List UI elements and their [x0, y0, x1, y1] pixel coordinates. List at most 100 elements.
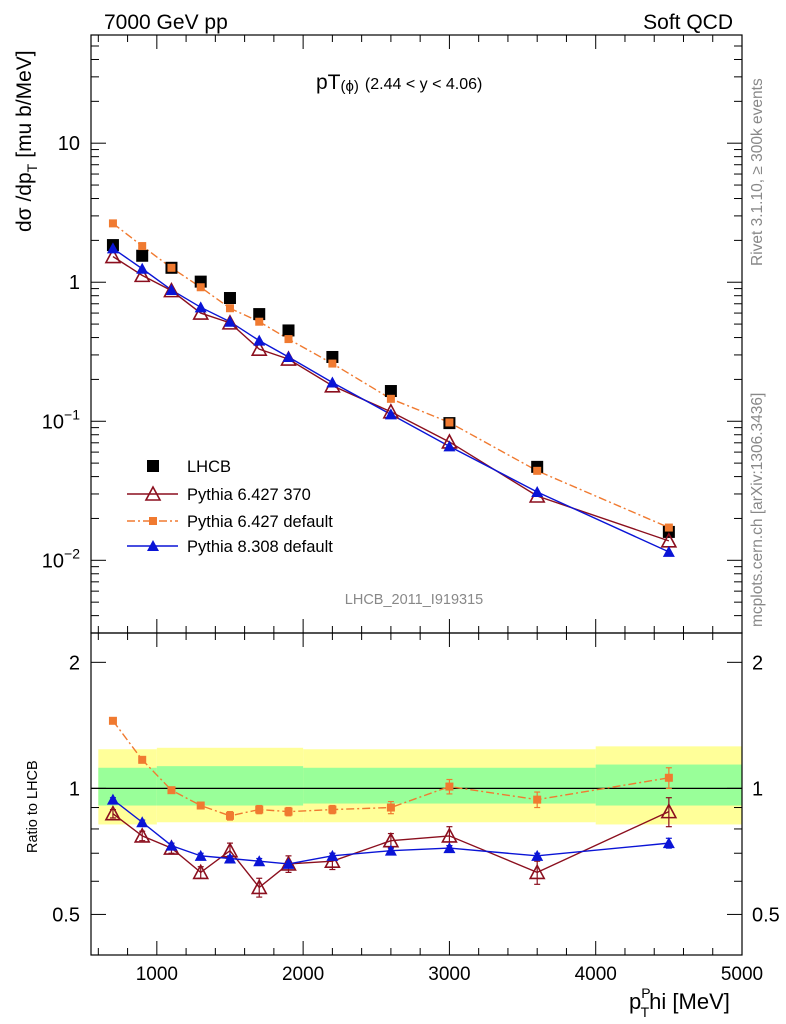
main-y-tick-label: 10−1 — [42, 406, 80, 433]
main-point-py6_370 — [133, 266, 151, 283]
legend-entry-py6_370: Pythia 6.427 370 — [127, 485, 311, 504]
x-axis-label: pP Thi [MeV] — [629, 985, 730, 1020]
ratio-point-py6_370 — [192, 863, 210, 880]
main-point-py6_default — [328, 359, 337, 368]
ratio-band-inner-0 — [98, 767, 157, 806]
ratio-point-py6_default — [167, 786, 176, 795]
ratio-point-py8 — [253, 855, 266, 867]
ratio-point-py8 — [662, 837, 675, 849]
ratio-point-py8 — [165, 839, 178, 851]
ratio-point-py6_370 — [133, 827, 151, 843]
lhcb-point — [384, 385, 397, 398]
ratio-point-py8 — [282, 857, 295, 869]
ratio-band-inner-1 — [156, 766, 304, 806]
ratio-point-py6_370 — [104, 805, 122, 821]
mcplots-label: mcplots.cern.ch [arXiv:1306.3436] — [749, 393, 766, 627]
ratio-point-py8 — [136, 816, 149, 828]
main-line-py8 — [112, 247, 670, 553]
main-point-py8 — [282, 350, 295, 362]
main-y-label-unit: [mu b/MeV] — [13, 50, 36, 157]
legend-marker-py6_default — [149, 517, 157, 525]
ratio-y-label: Ratio to LHCB — [25, 760, 41, 853]
rivet-label: Rivet 3.1.10, ≥ 300k events — [749, 78, 766, 266]
main-point-py8 — [443, 440, 456, 452]
main-point-py6_default — [167, 263, 176, 272]
header-right: Soft QCD — [643, 11, 733, 34]
main-point-py6_370 — [104, 247, 122, 264]
ratio-point-py8 — [531, 849, 544, 861]
ratio-point-py6_default — [255, 805, 264, 814]
lhcb-point — [253, 308, 266, 321]
header-left: 7000 GeV pp — [104, 11, 228, 34]
x-axis-label-sub: T — [641, 1004, 650, 1020]
ratio-point-py8 — [384, 844, 397, 856]
plot-title-main: pT — [316, 71, 341, 94]
main-line-py6_default — [112, 222, 670, 529]
ratio-line-py6_370 — [112, 810, 670, 889]
ratio-point-py6_default — [108, 716, 117, 725]
legend-label-py6_default: Pythia 6.427 default — [187, 513, 333, 531]
main-point-py8 — [384, 408, 397, 420]
ratio-y-tick-label-right: 0.5 — [752, 904, 780, 926]
main-y-tick-label: 10−2 — [42, 545, 80, 572]
x-axis-label-sup: P — [641, 985, 650, 1001]
main-point-py8 — [531, 485, 544, 497]
ratio-point-py8 — [194, 849, 207, 861]
x-tick-label-5000: 5000 — [721, 964, 763, 985]
ratio-point-py6_default — [386, 803, 395, 812]
main-line-py6_370 — [112, 255, 670, 542]
ratio-point-py6_370 — [441, 827, 458, 843]
main-point-py6_default — [386, 394, 395, 403]
ratio-point-py6_default — [664, 773, 673, 782]
ratio-point-py6_default — [445, 782, 454, 791]
legend-label-py6_370: Pythia 6.427 370 — [187, 486, 311, 504]
main-y-label-sub: T — [24, 163, 40, 172]
ratio-line-py6_default — [112, 720, 669, 817]
x-tick-label-1000: 1000 — [136, 964, 178, 985]
ratio-point-py6_default — [225, 811, 234, 820]
main-point-py6_default — [664, 523, 673, 532]
ratio-point-py8 — [326, 849, 339, 861]
legend-entry-py8: Pythia 8.308 default — [127, 538, 333, 556]
ratio-y-tick-label-left: 2 — [69, 652, 80, 674]
lhcb-point — [136, 249, 149, 262]
ratio-point-py8 — [106, 793, 119, 805]
plot-title-sub: (ϕ) — [341, 78, 359, 95]
ratio-point-py6_default — [533, 795, 542, 804]
ratio-point-py6_default — [328, 805, 337, 814]
main-y-tick-label: 1 — [69, 272, 80, 294]
main-point-py6_default — [108, 219, 117, 228]
legend: LHCB Pythia 6.427 370 Pythia 6.427 default… — [127, 458, 333, 556]
legend-entry-lhcb: LHCB — [147, 458, 231, 476]
ratio-point-py6_default — [196, 801, 205, 810]
main-point-py6_370 — [163, 281, 180, 298]
main-point-py8 — [253, 334, 266, 346]
main-point-py6_default — [196, 283, 205, 292]
main-point-py6_370 — [250, 340, 268, 356]
main-point-py6_default — [225, 304, 234, 313]
plot-title-range: (2.44 < y < 4.06) — [365, 76, 482, 93]
ratio-frame — [90, 632, 743, 956]
main-point-py8 — [223, 315, 236, 327]
lhcb-point — [223, 292, 236, 305]
legend-label-py8: Pythia 8.308 default — [187, 538, 333, 556]
main-point-py8 — [326, 376, 339, 388]
lhcb-point — [282, 324, 295, 337]
ratio-point-py8 — [223, 852, 236, 864]
ratio-y-tick-label-left: 0.5 — [52, 904, 80, 926]
ratio-point-py6_370 — [660, 802, 678, 819]
main-point-py6_default — [533, 466, 542, 475]
plot-title: pT(ϕ) (2.44 < y < 4.06) — [316, 71, 482, 95]
main-point-py6_default — [255, 317, 264, 326]
legend-entry-py6_default: Pythia 6.427 default — [127, 513, 333, 531]
ratio-point-py6_370 — [250, 878, 268, 895]
main-y-tick-label: 10 — [58, 133, 80, 155]
main-point-py6_default — [284, 335, 293, 344]
legend-marker-py6_370 — [144, 485, 162, 501]
main-point-py6_default — [445, 418, 454, 427]
main-point-py8 — [165, 283, 178, 295]
main-point-py8 — [662, 545, 675, 557]
x-tick-label-3000: 3000 — [428, 964, 470, 985]
legend-marker-lhcb — [147, 460, 159, 472]
